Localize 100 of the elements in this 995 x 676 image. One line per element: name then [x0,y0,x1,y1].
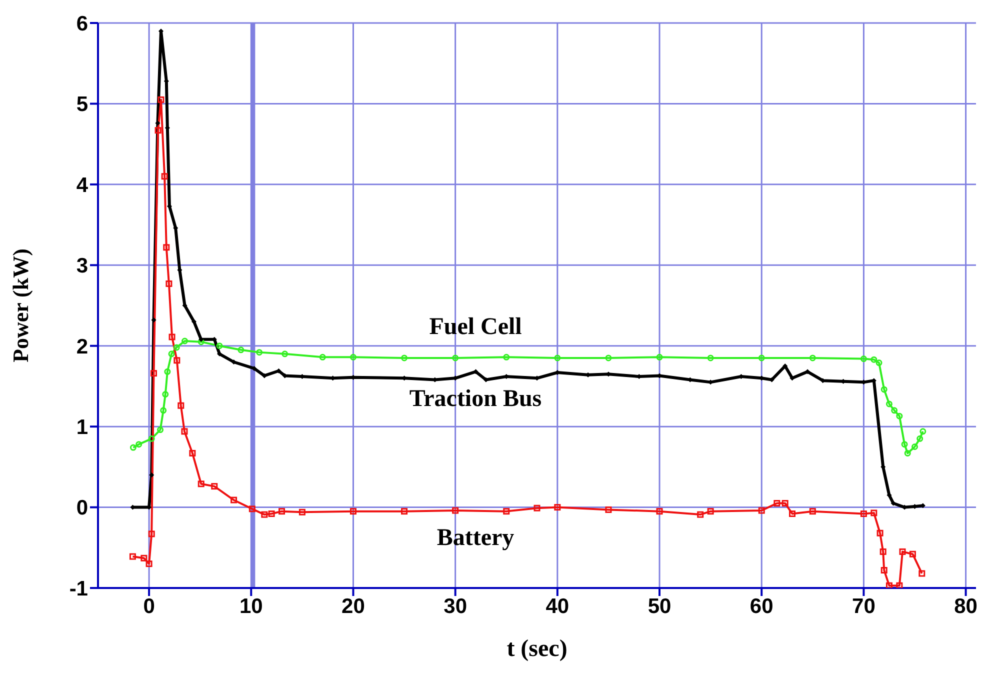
point [656,354,663,360]
point [262,373,267,378]
point [164,368,171,375]
point [758,507,765,514]
x-tick-label: 20 [342,594,365,618]
point [860,510,867,517]
point [149,472,154,478]
point [136,441,142,448]
point [168,350,175,358]
point [216,342,223,350]
point [656,508,663,515]
point [870,510,878,516]
point [158,96,164,103]
point [911,444,918,450]
point [886,400,892,408]
point [230,496,238,504]
point [161,173,168,180]
point [401,354,408,362]
point [163,244,170,251]
point [282,350,288,358]
point [231,360,236,364]
point [774,500,780,506]
x-tick-label: 80 [954,594,978,618]
point [157,426,164,434]
point [162,391,169,398]
point [189,450,196,456]
point [876,530,884,536]
y-tick-label: 5 [76,93,88,116]
point [896,412,903,420]
x-tick-label: 0 [143,594,155,618]
x-tick-label: 40 [546,594,570,618]
point [350,354,356,360]
point [880,548,886,555]
point [248,506,256,512]
point [146,560,152,568]
point [261,511,268,518]
point [870,356,878,363]
point [168,334,176,340]
point [876,360,882,366]
series-label: Fuel Cell [428,314,523,341]
point [909,550,916,558]
point [918,570,926,577]
point [148,435,155,442]
y-tick-label: 0 [76,496,88,520]
point [401,508,408,515]
point [886,582,892,588]
point [198,480,204,488]
point [298,508,306,516]
point [173,344,180,351]
point [148,530,155,538]
point [268,510,275,517]
point [809,354,816,362]
point [174,357,180,364]
point [130,444,136,451]
point [920,428,926,435]
point [151,318,156,323]
point [805,369,810,374]
y-axis-title: Power (kW) [8,248,33,362]
point [534,504,540,512]
x-axis-title: t (sec) [506,636,568,662]
point [319,354,326,360]
point [452,507,459,514]
point [554,354,561,362]
point [198,336,204,342]
point [554,504,561,511]
point [904,450,911,456]
point [150,370,157,377]
point [181,428,188,435]
point [154,127,162,134]
point [252,366,257,371]
point [452,354,459,362]
point [129,553,136,560]
point [809,508,816,515]
x-tick-label: 50 [648,594,672,618]
y-tick-label: 2 [76,335,88,358]
y-tick-label: 3 [76,254,88,278]
point [278,508,286,515]
point [880,386,888,393]
point [182,338,188,344]
point [605,354,612,362]
point [707,508,714,515]
x-tick-label: 60 [750,594,774,618]
point [707,354,714,362]
point [901,441,908,448]
point [160,407,167,414]
point [896,582,903,588]
point [178,402,184,409]
point [140,554,148,562]
point [211,483,218,490]
point [198,338,204,346]
y-tick-label: -1 [69,577,88,600]
series-label: Battery [436,524,516,552]
point [788,510,796,517]
y-tick-label: 4 [76,174,88,197]
x-tick-label: 30 [444,594,468,618]
point [790,376,795,381]
y-tick-label: 6 [76,12,88,36]
point [503,354,510,360]
point [916,435,924,442]
point [605,506,612,513]
